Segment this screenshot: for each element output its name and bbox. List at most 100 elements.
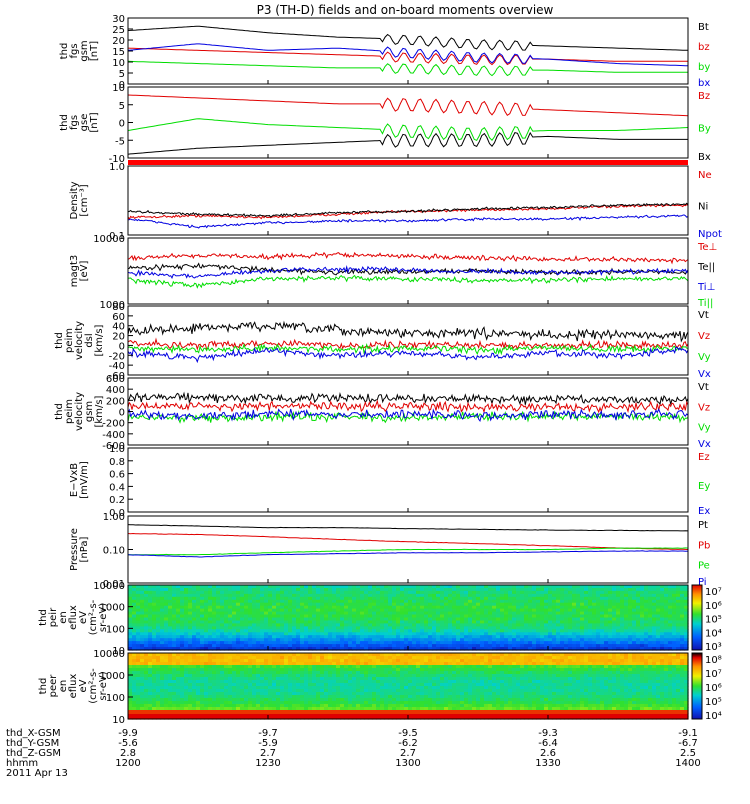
series-peim-velocity-dsl-Vt — [128, 322, 688, 341]
panel-frame — [128, 448, 688, 512]
y-tick-label: 10 — [112, 58, 125, 69]
legend-Vt: Vt — [698, 310, 709, 321]
spectrogram-peir-en-eflux — [128, 585, 689, 651]
series-fgs-gsm-bx — [128, 44, 688, 66]
y-tick-label: 1.0 — [109, 162, 125, 173]
legend-Ti: Ti|| — [697, 298, 713, 309]
series-fgs-gsm-Bt — [128, 26, 688, 50]
legend-Ey: Ey — [698, 481, 710, 492]
legend-Vy: Vy — [698, 423, 711, 434]
flag-bar — [128, 160, 688, 165]
legend-Ti: Ti⊥ — [697, 282, 715, 293]
y-tick-label: 10000 — [93, 581, 125, 592]
y-tick-label: 10000 — [93, 234, 125, 245]
y-axis-label: sr-eV) — [98, 603, 109, 632]
spectrogram-peer-en-eflux — [128, 653, 689, 720]
legend-Bz: Bz — [698, 91, 710, 102]
legend-Vt: Vt — [698, 382, 709, 393]
legend-Vy: Vy — [698, 352, 711, 363]
panel-frame — [128, 166, 688, 235]
series-temperature-Te — [128, 253, 688, 263]
y-axis-label: [nT] — [89, 41, 100, 61]
legend-Pe: Pe — [698, 561, 710, 572]
y-tick-label: 15 — [112, 47, 125, 58]
legend-Vz: Vz — [698, 331, 710, 342]
series-pressure-Pb — [128, 534, 688, 550]
legend-Pb: Pb — [698, 540, 710, 551]
colorbar-tick-label: 10⁴ — [705, 628, 722, 639]
legend-Ez: Ez — [698, 452, 710, 463]
y-tick-label: 25 — [112, 25, 125, 36]
legend-bx: bx — [698, 78, 710, 89]
series-fgs-gsm-bz — [128, 48, 688, 65]
legend-Te: Te|| — [697, 262, 715, 273]
series-temperature-Te — [128, 264, 688, 275]
series-fgs-gse-Bx — [128, 133, 688, 155]
colorbar-tick-label: 10⁶ — [705, 601, 722, 612]
figure-title: P3 (TH-D) fields and on-board moments ov… — [257, 3, 554, 17]
legend-Vz: Vz — [698, 402, 710, 413]
legend-Vx: Vx — [698, 439, 711, 450]
series-temperature-Ti — [128, 276, 688, 288]
series-fgs-gse-Bz — [128, 95, 688, 116]
y-axis-label: [mV/m] — [79, 461, 90, 499]
colorbar-tick-label: 10⁷ — [705, 587, 722, 598]
y-tick-label: 30 — [112, 14, 125, 25]
y-axis-label: [cm⁻³] — [79, 184, 90, 216]
legend-Bt: Bt — [698, 22, 709, 33]
series-fgs-gse-By — [128, 119, 688, 141]
legend-By: By — [698, 124, 711, 135]
legend-Bx: Bx — [698, 152, 711, 163]
y-tick-label: 1.0 — [109, 444, 125, 455]
series-fgs-gsm-by — [128, 61, 688, 75]
y-tick-label: 0 — [119, 119, 125, 130]
y-tick-label: 0.8 — [109, 457, 125, 468]
series-temperature-Ti — [128, 267, 688, 278]
y-tick-label: -400 — [102, 430, 125, 441]
y-axis-label: [eV] — [79, 261, 90, 282]
y-tick-label: 1.00 — [103, 512, 125, 523]
y-tick-label: 200 — [106, 396, 125, 407]
legend-by: by — [698, 62, 710, 73]
series-pressure-Pt — [128, 525, 688, 531]
series-density-Ni — [128, 203, 688, 217]
y-tick-label: 5 — [119, 69, 125, 80]
y-axis-label: [km/s] — [94, 324, 105, 356]
y-tick-label: -200 — [102, 419, 125, 430]
y-tick-label: 0.4 — [109, 482, 125, 493]
series-density-Ne — [128, 205, 688, 220]
y-tick-label: 400 — [106, 385, 125, 396]
y-tick-label: 0.2 — [109, 495, 125, 506]
y-axis-label: [nT] — [89, 112, 100, 132]
legend-Ne: Ne — [698, 170, 712, 181]
y-tick-label: 0.10 — [103, 546, 125, 557]
y-tick-label: 5 — [119, 101, 125, 112]
legend-Ni: Ni — [698, 202, 708, 213]
legend-Ex: Ex — [698, 506, 710, 517]
y-tick-label: -5 — [115, 136, 125, 147]
series-peim-velocity-gsm-Vx — [128, 409, 688, 421]
y-tick-label: 10 — [112, 83, 125, 94]
legend-Vx: Vx — [698, 369, 711, 380]
y-tick-label: 0 — [119, 408, 125, 419]
y-tick-label: 20 — [112, 36, 125, 47]
legend-Pt: Pt — [698, 520, 708, 531]
y-tick-label: 600 — [106, 374, 125, 385]
y-tick-label: 0.6 — [109, 470, 125, 481]
series-peim-velocity-gsm-Vz — [128, 401, 688, 412]
y-axis-label: [km/s] — [94, 395, 105, 427]
legend-Te: Te⊥ — [697, 242, 717, 253]
colorbar-tick-label: 10³ — [705, 642, 722, 653]
legend-Npot: Npot — [698, 229, 722, 240]
